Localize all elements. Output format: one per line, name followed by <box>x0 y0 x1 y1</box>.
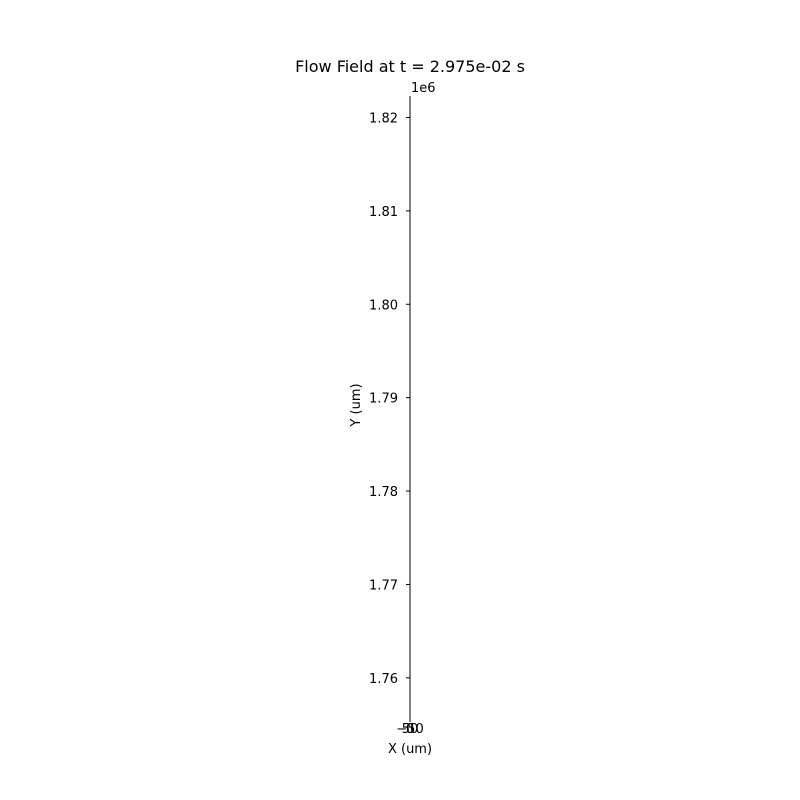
x-tick-label: −50 <box>396 722 423 737</box>
x-tick-label: 0 <box>406 722 414 737</box>
y-tick-label: 1.76 <box>369 672 398 687</box>
x-axis-label: X (um) <box>388 742 432 757</box>
y-tick-label: 1.79 <box>369 392 398 407</box>
y-tick-label: 1.82 <box>369 111 398 126</box>
y-axis-label: Y (um) <box>349 383 364 427</box>
y-tick-label: 1.81 <box>369 205 398 220</box>
y-axis-offset-label: 1e6 <box>411 81 436 96</box>
y-tick-label: 1.78 <box>369 485 398 500</box>
y-tick-label: 1.80 <box>369 298 398 313</box>
chart-title: Flow Field at t = 2.975e-02 s <box>295 57 525 76</box>
y-tick-label: 1.77 <box>369 578 398 593</box>
x-tick-label: 50 <box>402 722 419 737</box>
y-axis-ticks: 1.76 1.77 1.78 1.79 1.80 1.81 1.82 <box>369 111 410 687</box>
